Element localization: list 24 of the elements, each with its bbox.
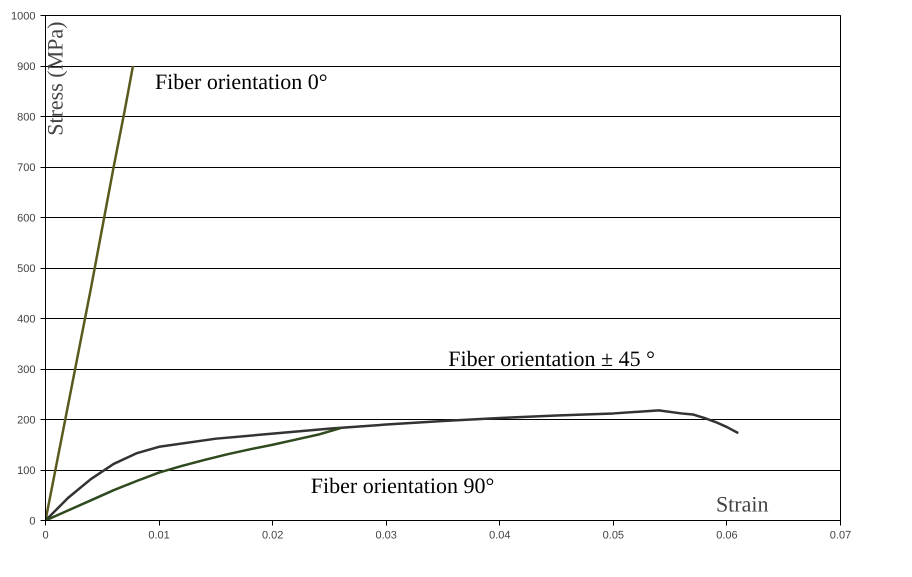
x-tick-label: 0.03 [376, 530, 397, 542]
series-label: Fiber orientation 90° [310, 473, 494, 498]
x-tick-label: 0.05 [602, 530, 624, 542]
y-tick-label: 1000 [11, 10, 36, 22]
y-tick-label: 900 [17, 61, 36, 73]
x-axis-title: Strain [716, 492, 769, 516]
x-tick-label: 0.01 [148, 530, 170, 542]
y-tick-label: 700 [17, 162, 36, 174]
x-tick-label: 0.02 [262, 530, 284, 542]
x-tick-label: 0.06 [716, 530, 738, 542]
y-tick-label: 100 [17, 465, 36, 477]
series-label: Fiber orientation 0° [154, 69, 328, 94]
x-tick-label: 0.04 [489, 530, 511, 542]
y-axis-title: Stress (MPa) [42, 21, 68, 136]
y-tick-label: 400 [17, 314, 36, 326]
y-tick-label: 800 [17, 112, 36, 124]
y-tick-label: 600 [17, 212, 36, 224]
series-label: Fiber orientation ± 45 ° [448, 346, 655, 372]
y-tick-label: 300 [17, 364, 36, 376]
x-tick-label: 0 [42, 530, 49, 542]
y-tick-label: 0 [29, 516, 36, 528]
y-tick-label: 200 [17, 414, 36, 426]
y-tick-label: 500 [17, 263, 36, 275]
x-tick-label: 0.07 [830, 530, 852, 542]
